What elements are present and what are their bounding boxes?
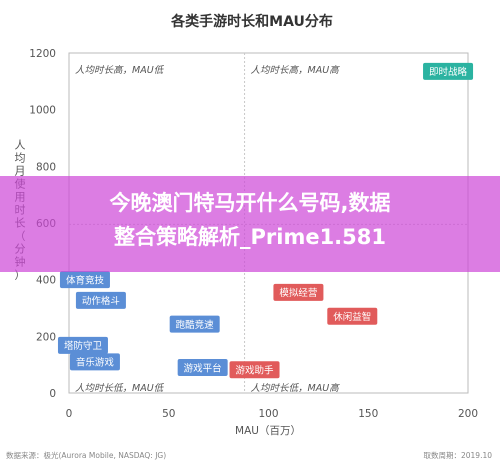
chart-title: 各类手游时长和MAU分布 [170,13,333,30]
y-axis-label-char: 月 [15,165,26,178]
y-tick-label: 0 [49,388,56,400]
data-point-label: 塔防守卫 [64,340,103,352]
data-point-box [69,353,120,371]
quadrant-label: 人均时长低，MAU高 [251,382,341,394]
y-tick-label: 1000 [29,105,56,117]
x-axis-label: MAU（百万） [235,425,301,437]
data-point-label: 模拟经营 [279,287,317,299]
data-point-label: 跑酷竞速 [176,319,215,331]
quadrant-label: 人均时长低，MAU低 [75,383,165,394]
promo-overlay-text: 今晚澳门特马开什么号码,数据 整合策略解析_Prime1.581 [0,186,500,254]
date-note: 取数周期：2019.10 [423,450,492,460]
data-point: 音乐游戏 [69,353,120,371]
data-point-label: 游戏助手 [236,365,275,377]
data-point-label: 音乐游戏 [76,357,115,369]
data-point-label: 休闲益智 [333,311,371,323]
x-tick-label: 50 [162,408,175,420]
promo-overlay-line-1: 今晚澳门特马开什么号码,数据 [109,191,391,215]
data-point: 模拟经营 [273,283,324,301]
data-point: 动作格斗 [75,291,126,309]
y-axis-label-char: ） [15,269,26,282]
data-point-box [327,307,378,325]
promo-overlay-band [0,176,500,272]
data-point: 即时战略 [423,62,474,80]
y-tick-labels: 020040060080010001200 [29,48,56,400]
data-point-box [423,62,474,80]
x-tick-labels: 0 50 100 150 200 [66,408,478,420]
y-tick-label: 200 [36,331,56,343]
y-axis-label-char: 均 [15,152,26,165]
data-point-box [177,359,228,376]
data-point-label: 即时战略 [429,66,468,78]
data-point: 跑酷竞速 [169,315,220,333]
promo-overlay-line-2: 整合策略解析_Prime1.581 [114,225,386,249]
data-point-box [169,315,220,333]
data-point-box [229,361,280,379]
data-point: 休闲益智 [327,307,378,325]
data-point: 塔防守卫 [57,336,108,354]
x-tick-label: 150 [358,408,378,420]
quadrant-label: 人均时长高，MAU低 [75,64,165,76]
source-note: 数据来源：极光(Aurora Mobile, NASDAQ: JG) [6,450,166,460]
x-tick-label: 100 [258,408,278,420]
data-point-box [273,283,324,301]
y-axis-label-char: 人 [15,139,26,152]
data-point-box [59,271,110,289]
data-point: 游戏平台 [177,359,228,376]
y-tick-label: 800 [36,161,56,173]
quadrant-label: 人均时长高，MAU高 [251,64,341,76]
data-point: 游戏助手 [229,361,280,379]
data-point-label: 体育竞技 [66,274,105,286]
y-tick-label: 1200 [29,48,56,60]
data-point-box [75,291,126,309]
data-point-label: 动作格斗 [82,295,120,307]
data-point-label: 游戏平台 [184,362,222,374]
x-tick-label: 200 [458,408,478,420]
data-point: 体育竞技 [59,271,110,289]
data-point-box [57,336,108,354]
x-tick-label: 0 [66,408,73,420]
y-tick-label: 400 [36,275,56,287]
